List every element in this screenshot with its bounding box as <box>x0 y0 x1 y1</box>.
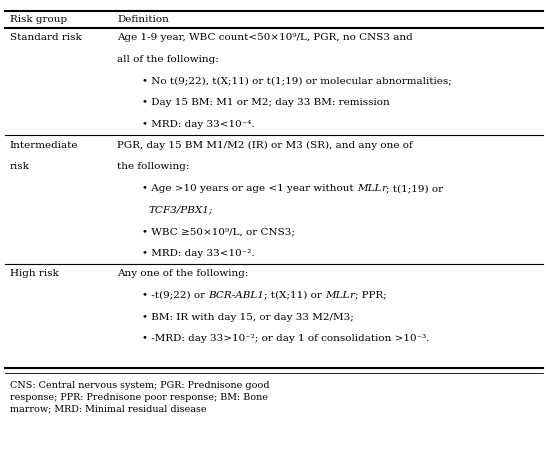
Text: High risk: High risk <box>10 269 58 278</box>
Text: risk: risk <box>10 162 29 171</box>
Text: ; PPR;: ; PPR; <box>355 291 387 300</box>
Text: • No t(9;22), t(X;11) or t(1;19) or molecular abnormalities;: • No t(9;22), t(X;11) or t(1;19) or mole… <box>142 77 452 86</box>
Text: Standard risk: Standard risk <box>10 33 81 42</box>
Text: Age 1-9 year, WBC count<50×10⁹/L, PGR, no CNS3 and: Age 1-9 year, WBC count<50×10⁹/L, PGR, n… <box>117 33 413 42</box>
Text: BCR-ABL1: BCR-ABL1 <box>209 291 264 300</box>
Text: TCF3/PBX1;: TCF3/PBX1; <box>149 206 213 215</box>
Text: • WBC ≥50×10⁹/L, or CNS3;: • WBC ≥50×10⁹/L, or CNS3; <box>142 227 295 236</box>
Text: PGR, day 15 BM M1/M2 (IR) or M3 (SR), and any one of: PGR, day 15 BM M1/M2 (IR) or M3 (SR), an… <box>117 141 413 150</box>
Text: Risk group: Risk group <box>10 15 67 24</box>
Text: Any one of the following:: Any one of the following: <box>117 269 249 278</box>
Text: • BM: IR with day 15, or day 33 M2/M3;: • BM: IR with day 15, or day 33 M2/M3; <box>142 313 354 322</box>
Text: r: r <box>349 291 355 300</box>
Text: • -MRD: day 33>10⁻²; or day 1 of consolidation >10⁻³.: • -MRD: day 33>10⁻²; or day 1 of consoli… <box>142 334 429 343</box>
Text: Intermediate: Intermediate <box>10 141 78 150</box>
Text: • MRD: day 33<10⁻².: • MRD: day 33<10⁻². <box>142 249 254 258</box>
Text: • MRD: day 33<10⁻⁴.: • MRD: day 33<10⁻⁴. <box>142 120 254 129</box>
Text: • Age >10 years or age <1 year without: • Age >10 years or age <1 year without <box>142 184 357 193</box>
Text: ; t(X;11) or: ; t(X;11) or <box>264 291 325 300</box>
Text: CNS: Central nervous system; PGR: Prednisone good
response; PPR: Prednisone poor: CNS: Central nervous system; PGR: Predni… <box>10 381 270 414</box>
Text: MLL: MLL <box>357 184 381 193</box>
Text: Definition: Definition <box>117 15 169 24</box>
Text: ; t(1;19) or: ; t(1;19) or <box>386 184 443 193</box>
Text: MLL: MLL <box>325 291 349 300</box>
Text: all of the following:: all of the following: <box>117 55 219 64</box>
Text: • Day 15 BM: M1 or M2; day 33 BM: remission: • Day 15 BM: M1 or M2; day 33 BM: remiss… <box>142 98 390 107</box>
Text: r: r <box>381 184 386 193</box>
Text: • -t(9;22) or: • -t(9;22) or <box>142 291 209 300</box>
Text: the following:: the following: <box>117 162 190 171</box>
